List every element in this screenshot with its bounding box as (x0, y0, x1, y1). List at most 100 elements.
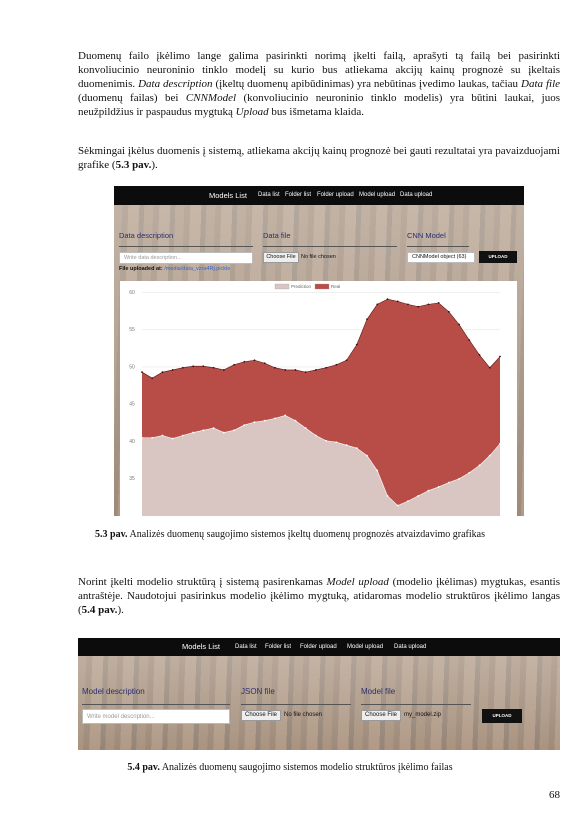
point (345, 444, 348, 447)
screenshot: Models List Data list Folder list Folder… (114, 186, 524, 516)
point (171, 437, 174, 440)
chart: 35 40 45 50 55 60 Prediction Real (120, 281, 517, 516)
point (171, 369, 174, 371)
legend-label: Real (331, 284, 340, 289)
field-label: Model file (361, 687, 396, 696)
point (499, 442, 501, 445)
point (182, 366, 184, 369)
nav-link[interactable]: Folder upload (300, 644, 337, 650)
text-input[interactable]: Write model description... (82, 709, 230, 724)
field-label: Data description (119, 231, 174, 240)
field-label: Model description (82, 687, 145, 696)
navbar: Models List Data list Folder list Folder… (78, 638, 560, 656)
y-tick-label: 40 (129, 439, 135, 445)
text-run: Data file (521, 78, 561, 90)
point (386, 494, 389, 497)
point (468, 339, 471, 342)
area (142, 415, 500, 516)
field-label: CNN Model (407, 231, 446, 240)
point (458, 477, 460, 480)
y-tick-label: 55 (129, 327, 135, 333)
text-run: Upload (235, 106, 269, 118)
nav-link[interactable]: Folder list (265, 644, 292, 650)
legend-label: Prediction (291, 284, 312, 289)
point (192, 431, 195, 434)
point (253, 421, 256, 424)
text-run: Analizės duomenų saugojimo sistemos įkel… (127, 529, 485, 540)
paragraph: Sėkmingai įkėlus duomenis į sistemą, atl… (78, 144, 560, 172)
point (151, 436, 154, 439)
choose-file-button[interactable]: Choose File (361, 710, 401, 721)
text-run: (modelio įkėlimas) mygtukas, esantis ant… (78, 576, 560, 616)
nav-link[interactable]: Data upload (400, 192, 433, 198)
point (141, 436, 143, 439)
brand[interactable]: Models List (182, 642, 220, 651)
point (304, 427, 307, 429)
point (202, 365, 205, 368)
point (233, 363, 235, 366)
upload-button[interactable]: UPLOAD (482, 709, 522, 723)
file-status: No file chosen (301, 254, 336, 260)
text-run: Sėkmingai įkėlus duomenis į sistemą, atl… (78, 145, 560, 171)
point (314, 434, 317, 437)
nav-link[interactable]: Model upload (359, 192, 396, 198)
upload-button[interactable]: UPLOAD (479, 251, 517, 263)
choose-file-button[interactable]: Choose File (263, 252, 299, 263)
uploaded-label-text: File uploaded at: (119, 266, 163, 272)
nav-link[interactable]: Folder upload (317, 192, 354, 198)
text-input[interactable]: Write data description... (119, 252, 253, 264)
point (427, 489, 430, 492)
y-tick-label: 60 (129, 290, 135, 296)
point (161, 434, 164, 437)
paragraph: Norint įkelti modelio struktūrą į sistem… (78, 575, 560, 617)
text-run: 5.3 pav. (115, 159, 152, 171)
page-number: 68 (549, 789, 560, 801)
point (335, 363, 338, 366)
point (141, 371, 143, 374)
screenshot: Models List Data list Folder list Folder… (78, 638, 560, 750)
line (142, 415, 501, 506)
point (161, 371, 164, 374)
nav-link[interactable]: Folder list (285, 192, 312, 198)
caption: 5.3 pav. Analizės duomenų saugojimo sist… (40, 529, 540, 540)
choose-file-button[interactable]: Choose File (241, 710, 281, 721)
text-run: Data description (138, 78, 213, 90)
text-run: ). (151, 159, 158, 171)
uploaded-label: File uploaded at: /media/data_vzra4Rj.pi… (119, 266, 230, 272)
uploaded-path[interactable]: /media/data_vzra4Rj.pickle (164, 266, 231, 272)
point (274, 417, 276, 420)
nav-link[interactable]: Data list (258, 192, 280, 198)
brand[interactable]: Models List (209, 191, 247, 200)
text-run: (duomenų failas) bei (78, 92, 186, 104)
text-run: 5.4 pav. (81, 604, 118, 616)
point (263, 362, 266, 365)
point (488, 454, 491, 457)
point (243, 424, 246, 426)
text-run: (įkeltų duomenų apibūdinimas) yra nebūti… (212, 78, 522, 90)
point (314, 369, 317, 371)
model-select[interactable]: CNNModel object (63) (407, 252, 475, 263)
point (376, 469, 379, 472)
nav-link[interactable]: Model upload (347, 644, 384, 650)
nav-link[interactable]: Data upload (394, 644, 427, 650)
point (396, 300, 399, 303)
point (284, 369, 287, 371)
nav-link[interactable]: Data list (235, 644, 257, 650)
paragraph: Duomenų failo įkėlimo lange galima pasir… (78, 49, 560, 119)
point (396, 504, 399, 507)
point (478, 354, 481, 356)
point (488, 366, 491, 369)
point (417, 494, 420, 497)
point (304, 371, 307, 374)
point (294, 419, 297, 422)
field-label: JSON file (241, 687, 275, 696)
point (447, 481, 450, 484)
point (478, 464, 481, 467)
underline (263, 246, 397, 247)
point (335, 441, 338, 444)
text-run: Analizės duomenų saugojimo sistemos mode… (159, 762, 453, 773)
point (243, 360, 246, 363)
point (437, 486, 440, 488)
point (447, 310, 450, 313)
text-run: CNNModel (185, 92, 237, 104)
